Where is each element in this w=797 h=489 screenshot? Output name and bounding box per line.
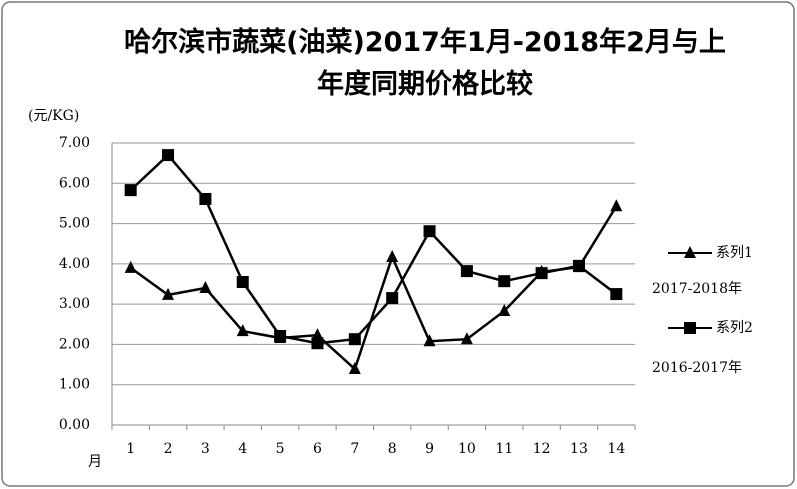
point — [386, 250, 399, 263]
point — [572, 259, 585, 272]
x-tick-label: 6 — [313, 441, 322, 457]
legend-label: 系列1 — [716, 245, 753, 261]
y-tick-label: 2.00 — [59, 336, 90, 352]
x-tick-label: 10 — [458, 441, 476, 457]
point — [535, 267, 548, 280]
x-tick-label: 2 — [164, 441, 173, 457]
y-tick-label: 4.00 — [59, 256, 90, 272]
x-tick-label: 8 — [388, 441, 397, 457]
x-tick-label: 11 — [495, 441, 513, 457]
legend-marker — [684, 246, 696, 258]
point — [311, 328, 324, 341]
point — [460, 332, 473, 345]
y-tick-label: 1.00 — [59, 377, 90, 393]
x-tick-label: 12 — [533, 441, 551, 457]
y-unit: (元/KG) — [28, 108, 79, 124]
series-note: 2017-2018年 — [652, 281, 742, 297]
series-line — [129, 205, 618, 372]
point — [124, 260, 137, 273]
x-tick-label: 14 — [607, 441, 625, 457]
point — [236, 324, 249, 337]
point — [311, 337, 324, 350]
legend-marker — [684, 322, 696, 334]
point — [199, 192, 212, 205]
x-tick-label: 3 — [201, 441, 210, 457]
point — [348, 333, 361, 346]
point — [274, 329, 287, 342]
x-unit: 月 — [88, 454, 102, 470]
y-tick-label: 0.00 — [59, 417, 90, 433]
y-tick-label: 3.00 — [59, 296, 90, 312]
x-tick-label: 5 — [276, 441, 285, 457]
point — [610, 288, 623, 301]
x-tick-label: 4 — [238, 441, 247, 457]
point — [124, 184, 137, 197]
chart-title: 哈尔滨市蔬菜(油菜)2017年1月-2018年2月与上 年度同期价格比较 — [124, 27, 726, 100]
point — [610, 199, 623, 212]
point — [162, 287, 175, 300]
point — [423, 334, 436, 347]
x-tick-label: 1 — [126, 441, 135, 457]
series-line — [129, 153, 618, 345]
y-tick-label: 7.00 — [59, 135, 90, 151]
y-tick-label: 5.00 — [59, 216, 90, 232]
point — [423, 225, 436, 238]
y-tick-label: 6.00 — [59, 175, 90, 191]
series-note: 2016-2017年 — [652, 360, 742, 376]
point — [348, 362, 361, 375]
point — [236, 275, 249, 288]
point — [386, 292, 399, 305]
point — [498, 275, 511, 288]
legend-label: 系列2 — [716, 320, 753, 336]
x-tick-label: 9 — [425, 441, 434, 457]
point — [162, 149, 175, 162]
x-tick-label: 13 — [570, 441, 588, 457]
point — [199, 281, 212, 294]
point — [498, 303, 511, 316]
x-tick-label: 7 — [350, 441, 359, 457]
point — [460, 265, 473, 278]
